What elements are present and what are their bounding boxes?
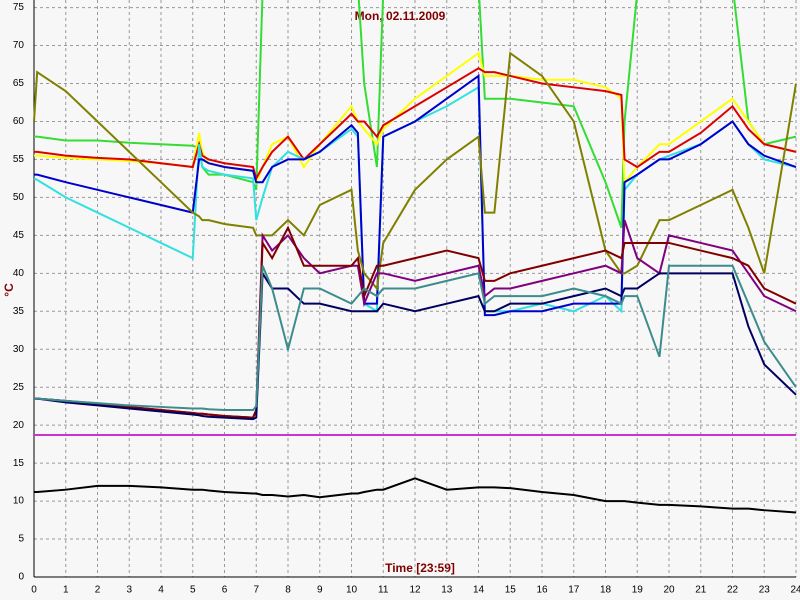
x-tick-label: 17 (568, 585, 580, 596)
y-tick-label: 5 (18, 534, 24, 545)
series-line (34, 74, 797, 317)
y-tick-label: 60 (13, 116, 25, 127)
x-tick-label: 16 (536, 585, 548, 596)
y-tick-label: 45 (13, 230, 25, 241)
x-tick-label: 14 (473, 585, 485, 596)
x-tick-label: 13 (441, 585, 453, 596)
x-tick-label: 23 (759, 585, 771, 596)
y-axis-label: °C (2, 283, 16, 297)
x-tick-label: 19 (632, 585, 644, 596)
series-line (34, 264, 797, 411)
chart-title: Mon, 02.11.2009 (355, 9, 446, 23)
x-tick-label: 20 (663, 585, 675, 596)
x-tick-label: 18 (600, 585, 612, 596)
y-tick-label: 10 (13, 496, 25, 507)
x-tick-label: 2 (95, 585, 101, 596)
x-tick-label: 10 (346, 585, 358, 596)
x-tick-label: 6 (222, 585, 228, 596)
y-tick-label: 50 (13, 192, 25, 203)
y-tick-label: 25 (13, 382, 25, 393)
y-tick-label: 35 (13, 306, 25, 317)
y-tick-label: 20 (13, 420, 25, 431)
x-tick-label: 1 (63, 585, 69, 596)
x-tick-label: 4 (158, 585, 164, 596)
x-tick-label: 12 (409, 585, 421, 596)
x-tick-label: 15 (505, 585, 517, 596)
x-tick-label: 3 (126, 585, 132, 596)
series-line (34, 225, 797, 419)
x-tick-label: 22 (727, 585, 739, 596)
y-tick-label: 15 (13, 458, 25, 469)
x-tick-label: 5 (190, 585, 196, 596)
y-tick-label: 55 (13, 154, 25, 165)
y-tick-label: 40 (13, 268, 25, 279)
y-tick-label: 65 (13, 78, 25, 89)
series-line (34, 51, 797, 186)
x-tick-label: 11 (378, 585, 389, 596)
x-tick-label: 0 (31, 585, 37, 596)
series-line (34, 270, 797, 421)
x-tick-label: 8 (285, 585, 291, 596)
x-tick-label: 24 (790, 585, 800, 596)
x-tick-label: 9 (317, 585, 323, 596)
series-line (34, 477, 797, 514)
y-tick-label: 0 (18, 572, 24, 583)
x-tick-label: 7 (253, 585, 259, 596)
x-axis-label: Time [23:59] (385, 561, 455, 575)
y-tick-label: 70 (13, 40, 25, 51)
y-tick-label: 75 (13, 2, 25, 13)
x-tick-label: 21 (695, 585, 707, 596)
y-tick-label: 30 (13, 344, 25, 355)
